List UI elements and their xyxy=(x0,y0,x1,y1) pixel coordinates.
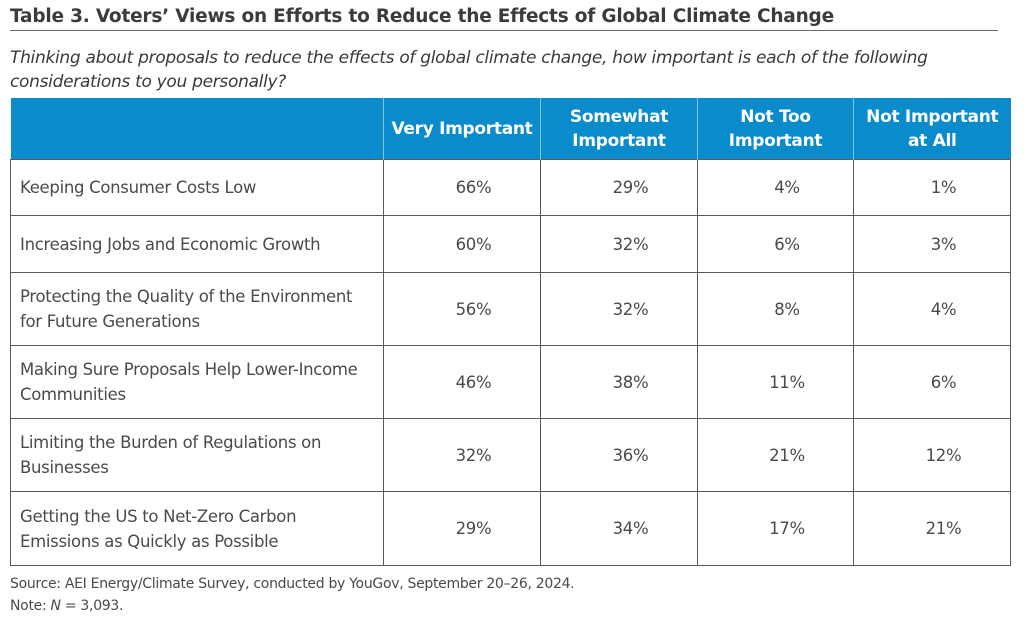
note-n-value: = 3,093. xyxy=(60,598,124,614)
table-row: Protecting the Quality of the Environmen… xyxy=(10,272,1011,346)
cell-somewhat-important: 34% xyxy=(540,491,698,566)
note-prefix: Note: xyxy=(10,598,51,614)
table-row: Limiting the Burden of Regulations on Bu… xyxy=(10,418,1011,492)
cell-not-important-at-all: 21% xyxy=(853,491,1011,566)
cell-very-important: 60% xyxy=(383,215,541,273)
cell-very-important: 46% xyxy=(383,345,541,419)
cell-somewhat-important: 38% xyxy=(540,345,698,419)
column-header-somewhat-important: Somewhat Important xyxy=(540,98,698,160)
row-label: Making Sure Proposals Help Lower-Income … xyxy=(10,345,384,419)
cell-very-important: 56% xyxy=(383,272,541,346)
sample-size-note: Note: N = 3,093. xyxy=(10,595,574,617)
cell-very-important: 66% xyxy=(383,159,541,216)
cell-not-important-at-all: 4% xyxy=(853,272,1011,346)
cell-not-too-important: 11% xyxy=(697,345,854,419)
table-row: Increasing Jobs and Economic Growth 60% … xyxy=(10,215,1011,273)
cell-not-too-important: 17% xyxy=(697,491,854,566)
row-label: Getting the US to Net-Zero Carbon Emissi… xyxy=(10,491,384,566)
cell-not-too-important: 6% xyxy=(697,215,854,273)
cell-not-important-at-all: 12% xyxy=(853,418,1011,492)
cell-very-important: 32% xyxy=(383,418,541,492)
header-row: Very Important Somewhat Important Not To… xyxy=(10,98,1011,160)
table-row: Making Sure Proposals Help Lower-Income … xyxy=(10,345,1011,419)
cell-not-too-important: 8% xyxy=(697,272,854,346)
row-label: Limiting the Burden of Regulations on Bu… xyxy=(10,418,384,492)
cell-not-too-important: 4% xyxy=(697,159,854,216)
cell-not-important-at-all: 1% xyxy=(853,159,1011,216)
note-n-symbol: N xyxy=(50,598,61,614)
survey-table: Very Important Somewhat Important Not To… xyxy=(10,98,1011,566)
table-row: Keeping Consumer Costs Low 66% 29% 4% 1% xyxy=(10,159,1011,216)
cell-somewhat-important: 29% xyxy=(540,159,698,216)
cell-not-important-at-all: 6% xyxy=(853,345,1011,419)
column-header-very-important: Very Important xyxy=(383,98,541,160)
survey-question: Thinking about proposals to reduce the e… xyxy=(10,48,928,92)
cell-not-important-at-all: 3% xyxy=(853,215,1011,273)
table-title: Table 3. Voters’ Views on Efforts to Red… xyxy=(10,6,998,31)
cell-not-too-important: 21% xyxy=(697,418,854,492)
column-header-not-important-at-all: Not Important at All xyxy=(853,98,1011,160)
row-label: Keeping Consumer Costs Low xyxy=(10,159,384,216)
row-label: Protecting the Quality of the Environmen… xyxy=(10,272,384,346)
cell-somewhat-important: 32% xyxy=(540,215,698,273)
cell-somewhat-important: 32% xyxy=(540,272,698,346)
column-header-consideration xyxy=(10,98,384,160)
source-note: Source: AEI Energy/Climate Survey, condu… xyxy=(10,576,575,592)
table-footer: Source: AEI Energy/Climate Survey, condu… xyxy=(10,573,575,617)
cell-somewhat-important: 36% xyxy=(540,418,698,492)
table-row: Getting the US to Net-Zero Carbon Emissi… xyxy=(10,491,1011,566)
cell-very-important: 29% xyxy=(383,491,541,566)
row-label: Increasing Jobs and Economic Growth xyxy=(10,215,384,273)
column-header-not-too-important: Not Too Important xyxy=(697,98,854,160)
